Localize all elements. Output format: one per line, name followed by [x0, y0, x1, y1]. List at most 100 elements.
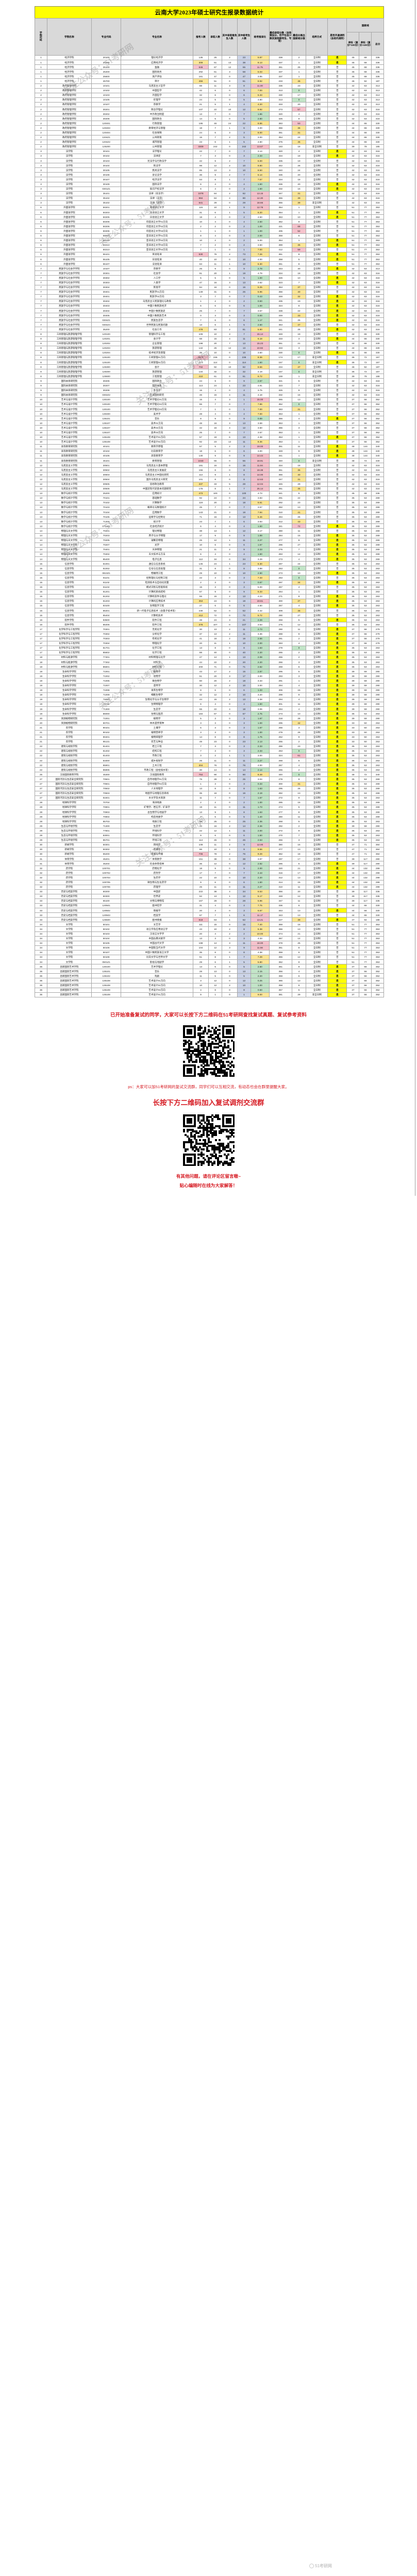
cell-single-gt100: 53: [359, 584, 372, 590]
cell-exempt: 2: [222, 982, 238, 988]
cell-applicants: 3: [192, 753, 209, 759]
cell-admitted: 3: [208, 716, 223, 721]
cell-min-score: 349: [269, 448, 292, 454]
cell-single-gt100: 77: [359, 922, 372, 927]
cell-ratio: 2.56: [250, 636, 270, 641]
cell-single-gt100: 63: [359, 327, 372, 332]
table-row: 14 物理与天文学院 70207 光学 10 6 0 6 1.67 296 27 全日制是 35 53 26…: [35, 542, 384, 548]
qr-code-materials[interactable]: [10, 1025, 407, 1077]
cell-applicants: 1: [192, 781, 209, 787]
cell-unified: 6: [237, 687, 251, 693]
table-row: 14 物理与天文学院 70205 凝聚态物理 25 12 1 11 2.27 277 8 全日制是 35…: [35, 537, 384, 543]
cell-single-gt100: 53: [359, 753, 372, 759]
cell-major-name: 凝聚态物理: [121, 537, 193, 543]
cell-major-name: 美术01方向: [121, 420, 193, 426]
cell-adjust: 是: [327, 537, 347, 543]
cell-major-code: 1204Z1: [91, 134, 122, 140]
cell-unified: 23: [237, 561, 251, 567]
cell-single-gt100: 53: [359, 786, 372, 791]
cell-total: 330: [371, 134, 384, 140]
cell-major-code: 45101: [91, 458, 122, 464]
cell-total: 157: [371, 369, 384, 375]
cell-college-code: 1: [35, 74, 47, 79]
cell-over-national: 22: [291, 308, 307, 314]
cell-exempt: 12: [222, 64, 238, 70]
cell-college-code: 3: [35, 181, 47, 187]
cell-college-code: 2: [35, 116, 47, 122]
cell-single-le100: 42: [346, 111, 360, 117]
cell-over-national: 16: [291, 186, 307, 192]
cell-exempt: 0: [222, 734, 238, 740]
cell-major-name: 药理学: [121, 884, 193, 890]
cell-total: 269: [371, 523, 384, 529]
cell-single-le100: 37: [346, 430, 360, 435]
cell-min-score: 277: [269, 537, 292, 543]
cell-major-code: 30202: [91, 111, 122, 117]
cell-applicants: 57: [192, 589, 209, 595]
cell-unified: 24: [237, 495, 251, 501]
cell-single-le100: 35: [346, 790, 360, 796]
cell-applicants: 23: [192, 139, 209, 145]
cell-single-gt100: 53: [359, 809, 372, 815]
cell-admitted: 25: [208, 345, 223, 351]
cell-major-name: 天体物理: [121, 547, 193, 552]
cell-admitted: 12: [208, 978, 223, 984]
cell-mode: 全日制: [306, 711, 328, 717]
cell-over-national: 16: [291, 392, 307, 398]
table-row: 22 建筑与规划学院 85901 土木工程 304 76 0 76 4.00 267 4 全日制是 35…: [35, 762, 384, 768]
cell-exempt: 0: [222, 720, 238, 726]
qr-canvas-group[interactable]: [182, 1114, 235, 1166]
cell-adjust: 是: [327, 875, 347, 880]
cell-mode: 全日制: [306, 982, 328, 988]
table-row: 13 数学与统计学院 70101 基础数学 92 24 0 24 3.83 291 22 全日制否 35…: [35, 495, 384, 501]
cell-min-score: 312: [269, 875, 292, 880]
cell-major-code: 10101: [91, 83, 122, 89]
table-row: 8 工商管理与旅游管理学院 120203 旅游管理 142 25 12 13 10.92 333 3…: [35, 345, 384, 351]
cell-major-name: 金融: [121, 64, 193, 70]
cell-ratio: 19.00: [250, 444, 270, 449]
cell-adjust: 否: [327, 575, 347, 581]
cell-ratio: 1.00: [250, 720, 270, 726]
cell-unified: 52: [237, 608, 251, 614]
admissions-table: 学院代码 学院名称 专业代码 专业名称 报考人数 录取人数 其中录取推免生人数 …: [35, 18, 384, 997]
cell-college-code: 22: [35, 753, 47, 759]
cell-single-gt100: 63: [359, 298, 372, 304]
cell-over-national: 1: [291, 420, 307, 426]
cell-exempt: 0: [222, 884, 238, 890]
cell-college-code: 25: [35, 772, 47, 777]
cell-major-code: 50106: [91, 945, 122, 951]
cell-total: 330: [371, 345, 384, 351]
cell-single-le100: 45: [346, 490, 360, 496]
cell-college-name: 政府管理学院: [47, 92, 92, 98]
cell-single-gt100: 53: [359, 504, 372, 511]
cell-major-code: 120401: [91, 121, 122, 126]
cell-min-score: 349: [269, 313, 292, 318]
promo-line-support: 贴心编随时在线为大家解答！: [179, 1182, 238, 1188]
cell-min-score: 282: [269, 790, 292, 796]
cell-exempt: 1: [222, 139, 238, 145]
table-row: 18 材料与能源学院 77301 材料物理与化学 27 14 1 13 2.08 265 2 全日制是…: [35, 654, 384, 660]
cell-unified: 38: [237, 856, 251, 862]
cell-unified: 20: [237, 659, 251, 665]
cell-college-name: 民族学与社会学学院: [47, 266, 92, 272]
cell-major-name: 艺术学理论03方向: [121, 406, 193, 412]
cell-applicants: 24: [192, 97, 209, 103]
cell-unified: 12: [237, 528, 251, 534]
cell-major-code: 55105: [91, 257, 122, 262]
cell-college-name: 资源植物研究院: [47, 720, 92, 726]
cell-applicants: 115: [192, 205, 209, 211]
cell-min-score: 366: [269, 926, 292, 932]
qr-canvas-materials[interactable]: [182, 1025, 235, 1077]
cell-college-name: 生态与环境学院: [47, 823, 92, 829]
cell-min-score: 234: [269, 364, 292, 370]
cell-applicants: 7: [192, 247, 209, 252]
cell-exempt: 0: [222, 360, 238, 365]
cell-min-score: 272: [269, 828, 292, 834]
cell-min-score: 405: [269, 228, 292, 234]
cell-adjust: 是: [327, 908, 347, 913]
cell-college-name: 生命科学学院: [47, 697, 92, 702]
cell-college-code: 6: [35, 242, 47, 248]
qr-code-group[interactable]: [10, 1114, 407, 1166]
cell-min-score: 353: [269, 439, 292, 445]
cell-major-name: 教育学原理: [121, 444, 193, 449]
